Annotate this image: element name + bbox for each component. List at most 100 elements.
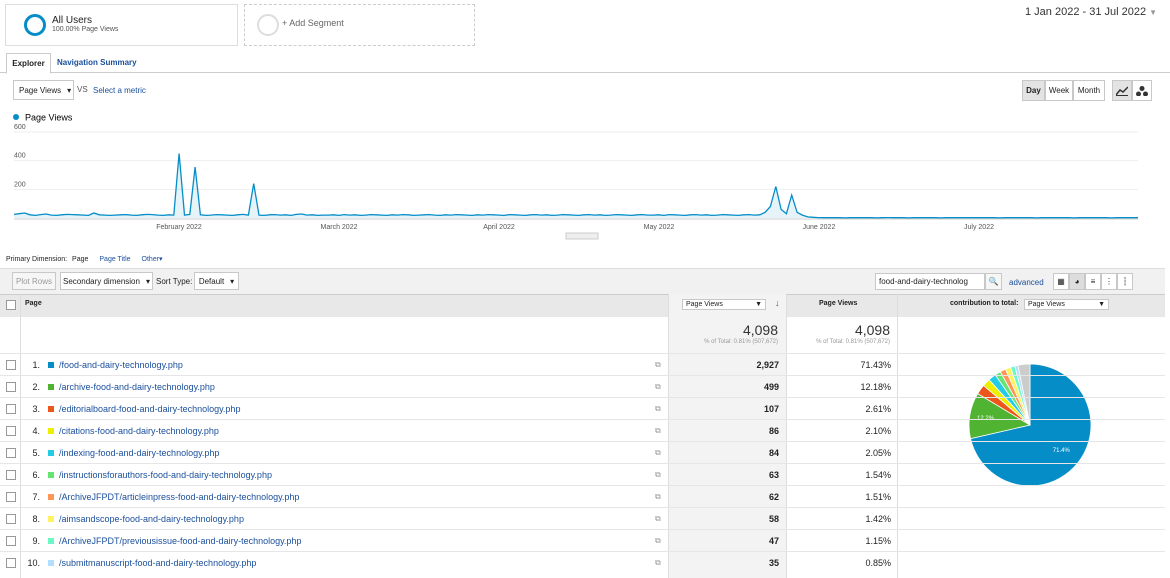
advanced-link[interactable]: advanced xyxy=(1009,278,1044,287)
dimension-option[interactable]: Page Title xyxy=(99,256,131,263)
rank: 5. xyxy=(32,448,40,458)
checkbox[interactable] xyxy=(6,514,16,524)
rank: 3. xyxy=(32,404,40,414)
open-icon: ⧉ xyxy=(655,514,661,523)
secondary-dimension[interactable]: Secondary dimension ▾ xyxy=(60,272,153,290)
color-key xyxy=(48,428,54,434)
metric-dropdown[interactable]: Page Views ▾ xyxy=(13,80,74,100)
search-button[interactable]: 🔍 xyxy=(985,273,1002,290)
data-table: Page Page Views ▼ ↓ Page Views contributi… xyxy=(0,294,1165,578)
tab[interactable]: Navigation Summary xyxy=(57,58,137,67)
checkbox[interactable] xyxy=(6,558,16,568)
label: Page Views xyxy=(1028,301,1065,308)
view-buttons: ▦ ◕ ≡ ⋮ ┆ xyxy=(1053,273,1148,290)
checkbox[interactable] xyxy=(6,536,16,546)
page-link[interactable]: /ArchiveJFPDT/articleinpress-food-and-da… xyxy=(59,492,300,502)
page-link[interactable]: /instructionsforauthors-food-and-dairy-t… xyxy=(59,470,272,480)
y-tick-label: 200 xyxy=(14,181,26,188)
line-chart: Page Views 200 400 600 February 2022 March 20… xyxy=(13,113,1139,240)
y-tick-label: 400 xyxy=(14,153,26,160)
column-header: Page xyxy=(25,300,42,307)
rank: 6. xyxy=(32,470,40,480)
pie-label: 12.2% xyxy=(977,416,995,422)
add-icon xyxy=(257,14,279,36)
views: 63 xyxy=(768,470,779,480)
views: 86 xyxy=(768,426,779,436)
view-button[interactable]: ⋮ xyxy=(1101,273,1117,290)
view-button[interactable]: ≡ xyxy=(1085,273,1101,290)
motion-chart-button[interactable] xyxy=(1132,80,1152,101)
open-icon: ⧉ xyxy=(655,360,661,369)
segment-icon xyxy=(24,14,46,36)
page-link[interactable]: /indexing-food-and-dairy-technology.php xyxy=(59,448,220,458)
checkbox[interactable] xyxy=(6,382,16,392)
contribution-select[interactable]: Page Views ▼ xyxy=(1024,299,1109,310)
legend-label: Page Views xyxy=(25,113,73,123)
line xyxy=(13,153,1139,219)
share: 1.54% xyxy=(865,470,891,480)
page-link[interactable]: /citations-food-and-dairy-technology.php xyxy=(59,426,219,436)
page-link[interactable]: /aimsandscope-food-and-dairy-technology.… xyxy=(59,514,244,524)
checkbox[interactable] xyxy=(6,360,16,370)
views: 499 xyxy=(763,382,779,392)
checkbox[interactable] xyxy=(6,300,16,310)
line-chart-button[interactable] xyxy=(1112,80,1132,101)
view-button[interactable]: ▦ xyxy=(1053,273,1069,290)
page-link[interactable]: /submitmanuscript-food-and-dairy-technol… xyxy=(59,558,257,568)
date-range[interactable]: 1 Jan 2022 - 31 Jul 2022 ▼ xyxy=(1025,6,1158,18)
select-metric[interactable]: Select a metric xyxy=(93,86,146,95)
page-link[interactable]: /archive-food-and-dairy-technology.php xyxy=(59,382,215,392)
table-header xyxy=(0,294,1165,317)
color-key xyxy=(48,560,54,566)
total-views: 4,098 xyxy=(854,322,890,338)
granularity-button[interactable]: Day xyxy=(1022,80,1045,101)
metric-select[interactable]: Page Views ▼ xyxy=(682,299,766,310)
table-row: 5. /indexing-food-and-dairy-technology.ph… xyxy=(0,441,1165,464)
icon xyxy=(1136,85,1148,96)
dimension-option[interactable]: Other xyxy=(141,256,160,263)
table-row: 9. /ArchiveJFPDT/previousissue-food-and-d… xyxy=(0,529,1165,552)
column-header: contribution to total: xyxy=(950,300,1019,307)
vs-label: VS xyxy=(77,85,88,94)
sort-dropdown[interactable]: Default ▾ xyxy=(194,272,239,290)
checkbox[interactable] xyxy=(6,470,16,480)
x-tick-label: June 2022 xyxy=(803,224,836,231)
granularity-button[interactable]: Month xyxy=(1073,80,1105,101)
dimension-option[interactable]: Page xyxy=(72,256,89,263)
total-views: 4,098 xyxy=(742,322,778,338)
add-segment[interactable]: + Add Segment xyxy=(244,4,475,46)
rank: 7. xyxy=(32,492,40,502)
checkbox[interactable] xyxy=(6,404,16,414)
page-link[interactable]: /ArchiveJFPDT/previousissue-food-and-dai… xyxy=(59,536,302,546)
plot-rows[interactable]: Plot Rows xyxy=(12,272,56,290)
label: Primary Dimension: xyxy=(6,256,68,263)
sort-type-label: Sort Type: xyxy=(156,277,193,286)
label: Page Views xyxy=(686,301,723,308)
checkbox[interactable] xyxy=(6,492,16,502)
color-key xyxy=(48,516,54,522)
page-link[interactable]: /editorialboard-food-and-dairy-technolog… xyxy=(59,404,241,414)
tab[interactable]: Explorer xyxy=(6,53,51,74)
divider xyxy=(897,294,898,578)
legend-dot xyxy=(13,114,19,120)
views: 84 xyxy=(768,448,779,458)
granularity-button[interactable]: Week xyxy=(1045,80,1073,101)
share: 1.42% xyxy=(865,514,891,524)
segment-sub: 100.00% Page Views xyxy=(52,26,119,33)
page-link[interactable]: /food-and-dairy-technology.php xyxy=(59,360,183,370)
open-icon: ⧉ xyxy=(655,448,661,457)
checkbox[interactable] xyxy=(6,426,16,436)
total-note: % of Total: 0.81% (507,672) xyxy=(816,339,890,345)
open-icon: ⧉ xyxy=(655,536,661,545)
open-icon: ⧉ xyxy=(655,470,661,479)
share: 2.61% xyxy=(865,404,891,414)
search-text: food-and-dairy-technolog xyxy=(879,277,968,286)
search-box[interactable]: food-and-dairy-technolog xyxy=(875,273,985,290)
view-button[interactable]: ┆ xyxy=(1117,273,1133,290)
icon xyxy=(1116,85,1128,96)
rank: 1. xyxy=(32,360,40,370)
checkbox[interactable] xyxy=(6,448,16,458)
view-button[interactable]: ◕ xyxy=(1069,273,1085,290)
segment-card[interactable]: All Users 100.00% Page Views xyxy=(5,4,238,46)
